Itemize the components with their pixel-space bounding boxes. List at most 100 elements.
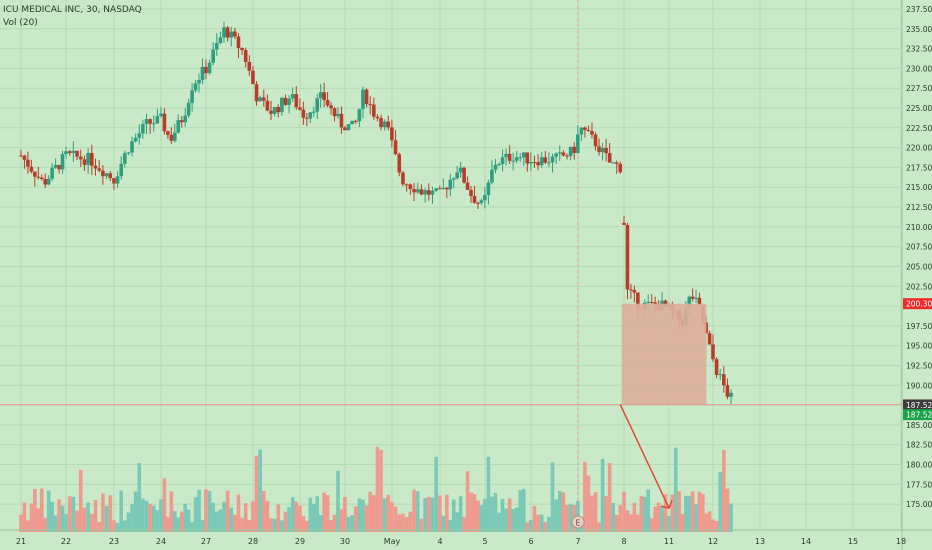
candle-body <box>711 344 715 360</box>
candle-body <box>434 188 438 191</box>
volume-bar <box>690 491 695 532</box>
candle-body <box>364 89 369 105</box>
candle-body <box>67 151 72 154</box>
candle-body <box>419 189 424 195</box>
volume-bar <box>642 496 647 532</box>
volume-bar <box>148 503 152 532</box>
volume-bar <box>718 472 723 532</box>
volume-bar <box>554 499 558 532</box>
candle-body <box>690 296 695 299</box>
candle-body <box>497 164 501 166</box>
volume-bar <box>493 492 498 532</box>
candle-body <box>714 359 719 375</box>
candle-body <box>93 165 98 169</box>
candle-body <box>368 104 373 106</box>
volume-bar <box>318 515 323 532</box>
candle-body <box>729 392 733 397</box>
candle-body <box>493 164 498 170</box>
volume-bar <box>225 490 230 532</box>
volume-bar <box>568 504 573 532</box>
volume-bar <box>233 514 237 532</box>
volume-bar <box>305 520 309 532</box>
candle-body <box>133 137 138 142</box>
candle-body <box>372 104 376 117</box>
candle-body <box>115 176 120 184</box>
candle-body <box>261 97 266 101</box>
volume-bar <box>315 496 320 532</box>
volume-bar <box>687 495 692 532</box>
time-tick-label: 5 <box>482 537 487 546</box>
candle-body <box>401 172 405 185</box>
symbol-title[interactable]: ICU MEDICAL INC, 30, NASDAQ <box>3 5 142 15</box>
volume-bar <box>639 496 644 532</box>
volume-bar <box>597 522 601 532</box>
candle-body <box>451 178 456 180</box>
candle-body <box>265 100 270 111</box>
candle-body <box>687 296 692 308</box>
price-tick-label: 207.50 <box>906 243 932 252</box>
volume-bar <box>697 491 702 532</box>
volume-bar <box>64 513 68 532</box>
candle-body <box>707 333 712 345</box>
volume-indicator-label[interactable]: Vol (20) <box>3 18 38 28</box>
candle-body <box>155 116 160 124</box>
candle-body <box>104 173 109 177</box>
time-tick-label: 24 <box>156 537 166 546</box>
volume-bar <box>357 498 362 532</box>
candle-body <box>568 146 573 157</box>
candle-body <box>218 37 223 44</box>
volume-bar <box>625 510 630 532</box>
candle-body <box>229 31 234 38</box>
candle-body <box>586 129 591 132</box>
price-tick-label: 217.50 <box>906 163 932 172</box>
price-tick-label: 177.50 <box>906 480 932 489</box>
candle-body <box>539 157 544 166</box>
candle-body <box>597 146 601 153</box>
candle-body <box>636 292 640 309</box>
volume-bar <box>39 488 44 532</box>
volume-bar <box>214 511 219 532</box>
time-tick-label: 7 <box>575 537 580 546</box>
candle-body <box>151 123 156 125</box>
candle-body <box>126 152 131 154</box>
candle-body <box>169 134 174 141</box>
time-tick-label: 21 <box>16 537 26 546</box>
price-tag-green <box>903 409 932 421</box>
volume-bar <box>269 518 273 532</box>
candle-body <box>462 167 466 183</box>
candle-body <box>343 127 347 131</box>
candle-body <box>162 113 167 132</box>
volume-bar <box>108 495 113 532</box>
volume-bar <box>504 508 508 532</box>
price-tick-label: 232.50 <box>906 45 932 54</box>
volume-bar <box>714 521 719 532</box>
candle-body <box>308 112 313 119</box>
candle-body <box>412 189 416 193</box>
candle-body <box>441 187 446 189</box>
volume-bar <box>93 499 98 532</box>
volume-bar <box>483 498 487 532</box>
candle-body <box>86 152 90 165</box>
candle-body <box>543 157 548 163</box>
candle-body <box>397 154 402 173</box>
volume-bar <box>500 498 505 532</box>
candle-body <box>490 169 494 183</box>
candle-body <box>353 120 358 122</box>
price-tick-label: 222.50 <box>906 124 932 133</box>
candle-body <box>311 111 316 113</box>
candle-body <box>500 157 505 165</box>
candle-body <box>382 121 387 128</box>
candle-body <box>75 150 79 157</box>
candle-body <box>269 110 273 114</box>
volume-bar <box>561 492 566 532</box>
volume-bar <box>26 520 30 532</box>
candle-body <box>361 89 365 110</box>
candle-body <box>148 119 152 124</box>
candle-body <box>525 152 530 164</box>
candle-body <box>336 113 340 117</box>
price-axis-background <box>902 0 932 550</box>
candle-body <box>404 184 409 186</box>
volume-bar <box>123 520 127 532</box>
